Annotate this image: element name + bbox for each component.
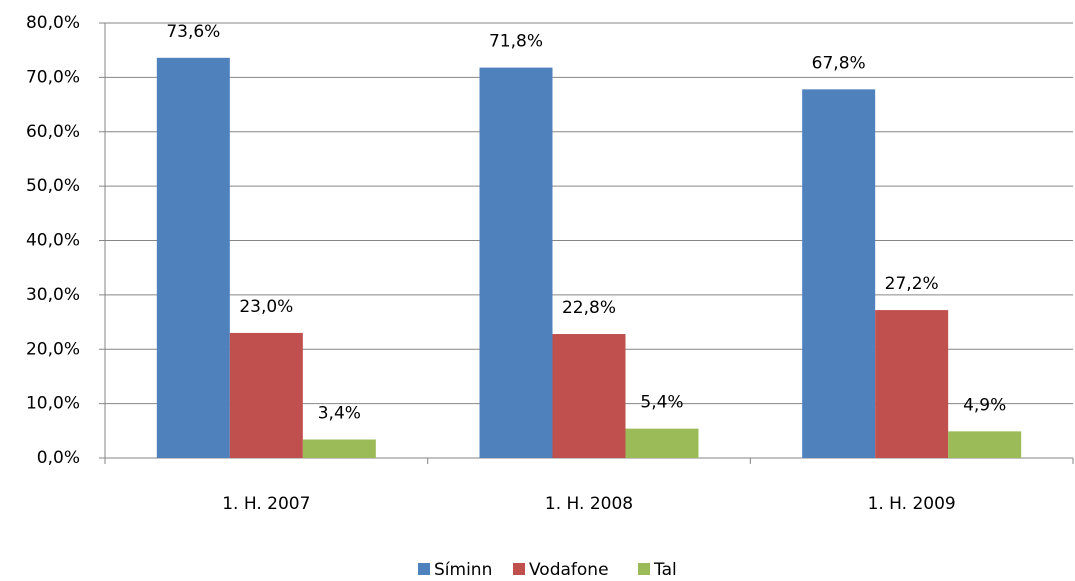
value-label: 3,4% — [318, 404, 361, 424]
bar — [302, 439, 376, 458]
y-tick-label: 70,0% — [26, 67, 80, 87]
bar — [875, 310, 949, 458]
x-tick-label: 1. H. 2009 — [868, 494, 956, 514]
bar — [948, 431, 1022, 458]
value-label: 4,9% — [963, 395, 1006, 415]
y-tick-label: 10,0% — [26, 394, 80, 414]
value-label: 73,6% — [166, 22, 220, 42]
legend-label: Tal — [653, 560, 677, 580]
legend-swatch — [513, 563, 525, 575]
bar — [625, 428, 699, 458]
bar — [229, 332, 303, 458]
value-label: 67,8% — [812, 53, 866, 73]
y-tick-label: 60,0% — [26, 122, 80, 142]
y-tick-label: 0,0% — [37, 448, 80, 468]
x-tick-label: 1. H. 2007 — [222, 494, 310, 514]
y-tick-label: 30,0% — [26, 285, 80, 305]
bar — [479, 67, 553, 459]
legend-swatch — [638, 563, 650, 575]
y-tick-label: 80,0% — [26, 13, 80, 33]
bar — [802, 89, 876, 459]
bar — [156, 57, 230, 459]
value-label: 5,4% — [640, 393, 683, 413]
y-tick-label: 50,0% — [26, 176, 80, 196]
legend-swatch — [418, 563, 430, 575]
x-tick-label: 1. H. 2008 — [545, 494, 633, 514]
value-label: 22,8% — [562, 298, 616, 318]
value-label: 27,2% — [885, 274, 939, 294]
legend-label: Síminn — [434, 560, 492, 580]
y-tick-label: 40,0% — [26, 231, 80, 251]
value-label: 71,8% — [489, 32, 543, 52]
bar — [552, 334, 626, 458]
value-label: 23,0% — [239, 297, 293, 317]
y-tick-label: 20,0% — [26, 339, 80, 359]
legend-label: Vodafone — [529, 560, 609, 580]
